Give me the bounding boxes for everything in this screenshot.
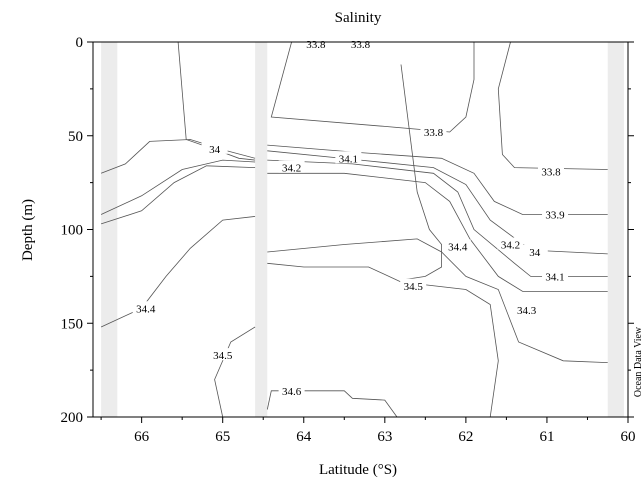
contour-line-34.4 xyxy=(400,64,442,281)
contour-label-bg xyxy=(420,125,447,137)
contour-label: 33.8 xyxy=(541,166,561,178)
contour-label: 34.3 xyxy=(517,305,537,317)
blank-column-2 xyxy=(255,42,268,417)
contour-line-33.8 xyxy=(270,41,475,133)
contour-label-bg xyxy=(347,36,374,49)
y-axis-title: Depth (m) xyxy=(20,199,36,261)
contour-label: 34 xyxy=(209,144,221,156)
contour-label-bg xyxy=(542,207,569,220)
contour-label: 34.5 xyxy=(213,350,233,362)
contour-label: 34.4 xyxy=(448,241,468,253)
y-tick-label: 100 xyxy=(61,223,84,239)
contour-line-34.5 xyxy=(267,262,499,418)
contour-line-33.8 xyxy=(497,41,608,170)
contour-label: 34.6 xyxy=(282,386,302,398)
plot-frame xyxy=(92,41,629,418)
y-axis: 0 50 100 150 200 xyxy=(61,35,634,426)
contour-label-bg xyxy=(400,278,427,291)
contour-label-bg xyxy=(209,348,236,361)
ocean-data-view-watermark: Ocean Data View xyxy=(633,326,644,397)
contour-label-bg xyxy=(335,151,362,164)
y-tick-label: 0 xyxy=(76,35,84,51)
contour-line-34.6 xyxy=(266,390,398,418)
contour-label: 34 xyxy=(529,247,541,259)
blank-column-3 xyxy=(607,42,624,417)
x-axis: 66 65 64 63 62 61 60 xyxy=(100,417,636,445)
contour-line-34.2 xyxy=(100,165,256,225)
blank-columns xyxy=(101,42,624,417)
contour-label-bg xyxy=(521,245,548,257)
contour-label-bg xyxy=(201,141,228,154)
contour-label: 34.1 xyxy=(339,153,358,165)
contour-label-bg xyxy=(537,164,564,177)
contour-label: 34.4 xyxy=(136,303,156,315)
contour-line-34.1 xyxy=(100,159,256,215)
contour-lines xyxy=(100,41,608,418)
contour-label-bg xyxy=(497,237,524,250)
contour-label-bg xyxy=(278,383,305,396)
contour-label-bg xyxy=(444,239,471,252)
contour-line-34.1 xyxy=(267,159,608,277)
x-tick-label: 65 xyxy=(215,429,230,445)
x-tick-label: 62 xyxy=(458,429,473,445)
contour-line-34.2 xyxy=(267,172,608,292)
x-tick-label: 61 xyxy=(539,429,554,445)
contour-label-bg xyxy=(513,303,540,316)
contour-label: 34.1 xyxy=(545,271,564,283)
contour-label-bg xyxy=(302,36,329,49)
contour-label: 34.5 xyxy=(404,281,424,293)
contour-label: 33.8 xyxy=(424,127,444,139)
blank-column-1 xyxy=(101,42,118,417)
contour-label-bg xyxy=(542,269,569,282)
contour-label-bg xyxy=(132,301,159,314)
x-tick-label: 60 xyxy=(621,429,636,445)
y-tick-label: 50 xyxy=(68,129,83,145)
contour-label: 33.8 xyxy=(306,39,326,51)
contour-label: 33.8 xyxy=(351,39,371,51)
contour-label-bg xyxy=(278,160,305,173)
x-tick-label: 63 xyxy=(377,429,392,445)
x-tick-label: 66 xyxy=(134,429,150,445)
contour-label: 34.2 xyxy=(501,240,520,252)
contour-label: 34.2 xyxy=(282,163,301,175)
contour-label: 33.9 xyxy=(545,210,565,222)
contour-line-34 xyxy=(100,139,256,174)
x-axis-title: Latitude (°S) xyxy=(319,462,397,478)
y-tick-label: 150 xyxy=(61,316,84,332)
contour-line-34.5 xyxy=(214,326,256,418)
contour-line-34.3 xyxy=(267,238,608,363)
chart-title: Salinity xyxy=(335,10,382,26)
y-tick-label: 200 xyxy=(61,410,84,426)
x-tick-label: 64 xyxy=(296,429,312,445)
contour-line-34.4 xyxy=(100,216,256,328)
contour-labels: 33.8 33.8 33.8 33.8 33.9 34 34 34.1 34.1 34.2 34.2… xyxy=(132,36,569,398)
